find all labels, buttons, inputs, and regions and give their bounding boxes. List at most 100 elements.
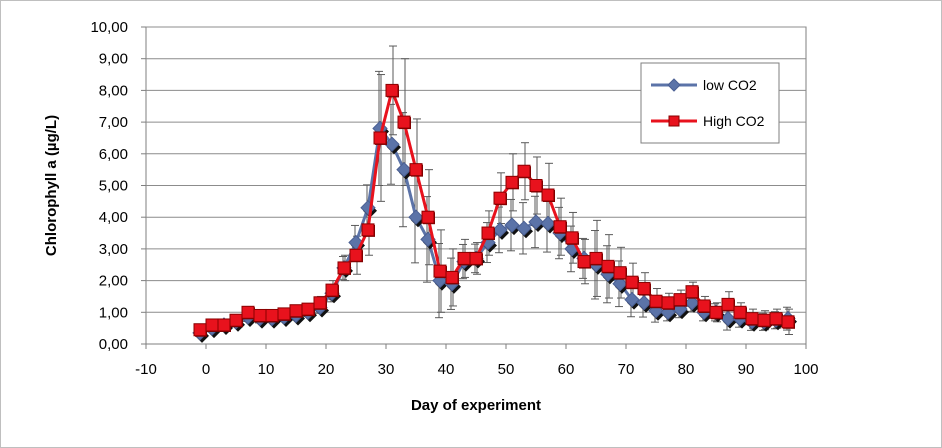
legend-box <box>640 62 780 144</box>
data-point <box>408 209 424 225</box>
x-axis-title: Day of experiment <box>411 397 541 414</box>
legend-label: low CO2 <box>703 77 757 93</box>
y-tick-label: 4,00 <box>99 209 128 226</box>
x-tick-label: -10 <box>135 361 157 378</box>
y-tick-label: 2,00 <box>99 273 128 290</box>
y-axis-title: Chlorophyll a (µg/L) <box>43 115 60 256</box>
data-point <box>769 312 783 326</box>
data-point <box>636 295 652 311</box>
data-point <box>301 302 315 316</box>
x-tick-label: 40 <box>438 361 455 378</box>
data-point <box>745 312 759 326</box>
data-point <box>421 210 435 224</box>
data-point <box>612 276 628 292</box>
x-tick-label: 30 <box>378 361 395 378</box>
data-point <box>685 285 699 299</box>
y-tick-label: 5,00 <box>99 178 128 195</box>
y-tick-label: 7,00 <box>99 114 128 131</box>
data-point <box>265 308 279 322</box>
data-point <box>528 214 544 230</box>
data-point <box>661 296 675 310</box>
data-point <box>469 251 483 265</box>
x-tick-label: 20 <box>318 361 335 378</box>
data-point <box>624 291 640 308</box>
data-point <box>492 222 508 238</box>
x-tick-label: 10 <box>258 361 275 378</box>
x-tick-label: 80 <box>678 361 695 378</box>
data-point <box>337 261 351 275</box>
data-point <box>516 220 532 237</box>
y-tick-label: 1,00 <box>99 304 128 321</box>
y-tick-label: 6,00 <box>99 146 128 163</box>
x-tick-label: 100 <box>793 361 818 378</box>
data-point <box>577 255 591 269</box>
data-point <box>349 248 363 262</box>
data-point <box>733 305 747 319</box>
data-point <box>193 323 207 337</box>
data-point <box>637 282 651 296</box>
data-point <box>229 313 243 327</box>
data-point <box>757 313 771 327</box>
legend-marker <box>668 115 680 127</box>
data-point <box>373 131 387 145</box>
data-point <box>625 275 639 289</box>
data-point <box>397 115 411 129</box>
x-tick-label: 90 <box>738 361 755 378</box>
data-point <box>457 251 471 265</box>
x-tick-label: 0 <box>202 361 210 378</box>
data-point <box>781 315 795 329</box>
y-tick-label: 8,00 <box>99 82 128 99</box>
data-point <box>720 310 736 327</box>
data-point <box>709 305 723 319</box>
series-group <box>192 83 797 343</box>
data-point <box>241 305 255 319</box>
data-point <box>481 226 495 240</box>
data-point <box>589 251 603 265</box>
data-point <box>396 161 412 178</box>
data-point <box>409 163 423 177</box>
data-point <box>325 283 339 297</box>
y-tick-label: 3,00 <box>99 241 128 258</box>
data-point <box>721 297 735 311</box>
data-point <box>649 294 663 308</box>
data-point <box>540 215 556 232</box>
x-tick-label: 70 <box>618 361 635 378</box>
data-point <box>205 318 219 332</box>
data-point <box>517 164 531 178</box>
y-tick-label: 0,00 <box>99 336 128 353</box>
data-point <box>613 266 627 280</box>
data-point <box>313 296 327 310</box>
y-tick-labels: 0,00 1,00 2,00 3,00 4,00 5,00 6,00 7,00 8,00 9,00… <box>90 19 128 353</box>
series-high-co2 <box>193 83 795 337</box>
y-tick-label: 9,00 <box>99 51 128 68</box>
data-point <box>384 136 400 152</box>
legend-marker <box>667 78 681 92</box>
x-tick-label: 50 <box>498 361 515 378</box>
legend: low CO2 High CO2 <box>640 62 780 144</box>
data-point <box>493 191 507 205</box>
data-point <box>385 83 399 97</box>
data-point <box>553 220 567 234</box>
x-tick-label: 60 <box>558 361 575 378</box>
data-point <box>361 223 375 237</box>
data-point <box>433 264 447 278</box>
legend-label: High CO2 <box>703 113 765 129</box>
data-point <box>505 175 519 189</box>
data-point <box>565 231 579 245</box>
data-point <box>541 188 555 202</box>
data-point <box>445 270 459 284</box>
data-point <box>529 179 543 192</box>
data-point <box>684 295 700 311</box>
x-tick-labels: -10 0 10 20 30 40 50 60 70 80 90 100 <box>135 361 818 378</box>
data-point <box>697 299 711 313</box>
data-point <box>601 259 615 273</box>
data-point <box>253 308 267 322</box>
data-point <box>504 217 520 233</box>
data-point <box>289 304 303 318</box>
data-point <box>277 307 291 321</box>
data-point <box>673 293 687 307</box>
data-point <box>217 318 231 332</box>
y-tick-label: 10,00 <box>90 19 128 36</box>
